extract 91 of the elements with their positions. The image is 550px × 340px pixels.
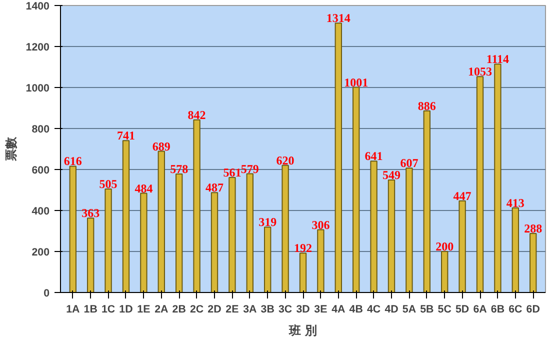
x-axis-title: 班 別 — [288, 324, 318, 338]
data-label: 1001 — [344, 75, 368, 90]
x-tick-label: 4D — [384, 304, 399, 316]
x-tick-label: 3D — [296, 304, 310, 316]
x-tick-label: 3C — [278, 304, 292, 316]
x-tick-label: 5D — [455, 304, 470, 316]
bar — [406, 168, 413, 292]
x-tick-label: 2C — [190, 304, 204, 316]
bar — [441, 251, 448, 292]
data-label: 363 — [82, 206, 100, 220]
bar — [228, 176, 236, 292]
bar — [69, 166, 76, 292]
data-label: 484 — [134, 181, 153, 196]
bar — [388, 179, 396, 292]
x-tick-label: 5B — [420, 304, 434, 316]
bar — [264, 226, 272, 292]
x-tick-label: 2D — [208, 304, 222, 316]
bar — [122, 140, 130, 292]
data-label: 288 — [524, 221, 542, 236]
x-tick-label: 1A — [66, 304, 80, 316]
data-label: 487 — [205, 180, 224, 195]
bar — [494, 64, 502, 292]
x-tick-label: 6C — [508, 304, 523, 316]
y-axis-title: 票數 — [4, 136, 18, 162]
x-tick-label: 6B — [490, 304, 505, 316]
bar — [458, 200, 466, 292]
data-label: 200 — [436, 240, 454, 254]
y-tick-label: 400 — [32, 206, 50, 218]
x-tick-label: 3B — [260, 304, 275, 316]
x-tick-label: 3A — [243, 304, 258, 316]
data-label: 319 — [258, 215, 277, 230]
bar — [282, 164, 289, 292]
x-tick-label: 2B — [172, 304, 186, 316]
data-label: 607 — [400, 156, 418, 170]
x-tick-label: 1B — [84, 304, 98, 316]
bar — [352, 86, 360, 292]
data-label: 741 — [116, 128, 135, 143]
bar — [299, 252, 307, 292]
bar — [476, 76, 484, 292]
data-label: 413 — [506, 196, 524, 210]
data-label: 561 — [223, 165, 242, 180]
x-tick-label: 4C — [366, 304, 381, 316]
data-label: 578 — [170, 162, 188, 176]
bar — [140, 192, 148, 292]
bar — [530, 232, 537, 292]
y-tick-label: 200 — [32, 246, 50, 258]
bar — [104, 188, 112, 292]
data-label: 616 — [64, 154, 82, 168]
data-label: 192 — [294, 241, 312, 256]
x-tick-label: 5C — [438, 304, 452, 316]
bar — [370, 160, 378, 292]
bar — [246, 173, 254, 292]
bar — [86, 218, 94, 292]
bar — [193, 119, 200, 292]
bar — [512, 207, 520, 292]
x-tick-label: 5A — [402, 304, 416, 316]
data-label: 1053 — [468, 64, 492, 79]
x-tick-label: 1E — [137, 304, 150, 316]
x-tick-label: 1C — [101, 304, 116, 316]
data-label: 620 — [276, 153, 294, 168]
x-tick-label: 2A — [154, 304, 169, 316]
y-tick-label: 0 — [44, 288, 50, 300]
y-tick-label: 800 — [32, 124, 50, 136]
x-tick-label: 6A — [473, 304, 488, 316]
bar — [175, 174, 183, 292]
data-label: 579 — [240, 162, 259, 176]
x-tick-label: 2E — [226, 304, 239, 316]
data-label: 306 — [312, 218, 330, 232]
bar — [334, 22, 342, 292]
x-tick-label: 4A — [332, 304, 346, 316]
data-label: 549 — [382, 168, 401, 182]
data-label: 1114 — [486, 52, 510, 66]
x-tick-label: 1D — [119, 304, 134, 316]
y-tick-label: 1000 — [26, 82, 50, 94]
data-label: 886 — [418, 98, 436, 113]
data-label: 1314 — [326, 11, 350, 26]
bar — [158, 150, 165, 292]
y-tick-label: 1200 — [26, 42, 50, 54]
x-tick-label: 6D — [526, 304, 540, 316]
data-label: 689 — [152, 139, 170, 154]
x-tick-label: 3E — [314, 304, 328, 316]
y-tick-label: 1400 — [26, 0, 50, 12]
x-tick-label: 4B — [349, 304, 364, 316]
bar — [317, 229, 324, 292]
bar — [423, 110, 431, 292]
y-tick-label: 600 — [32, 164, 50, 176]
bar — [210, 192, 218, 292]
data-label: 641 — [364, 149, 383, 164]
data-label: 505 — [99, 176, 118, 191]
data-label: 447 — [453, 188, 472, 203]
data-label: 842 — [188, 108, 206, 122]
